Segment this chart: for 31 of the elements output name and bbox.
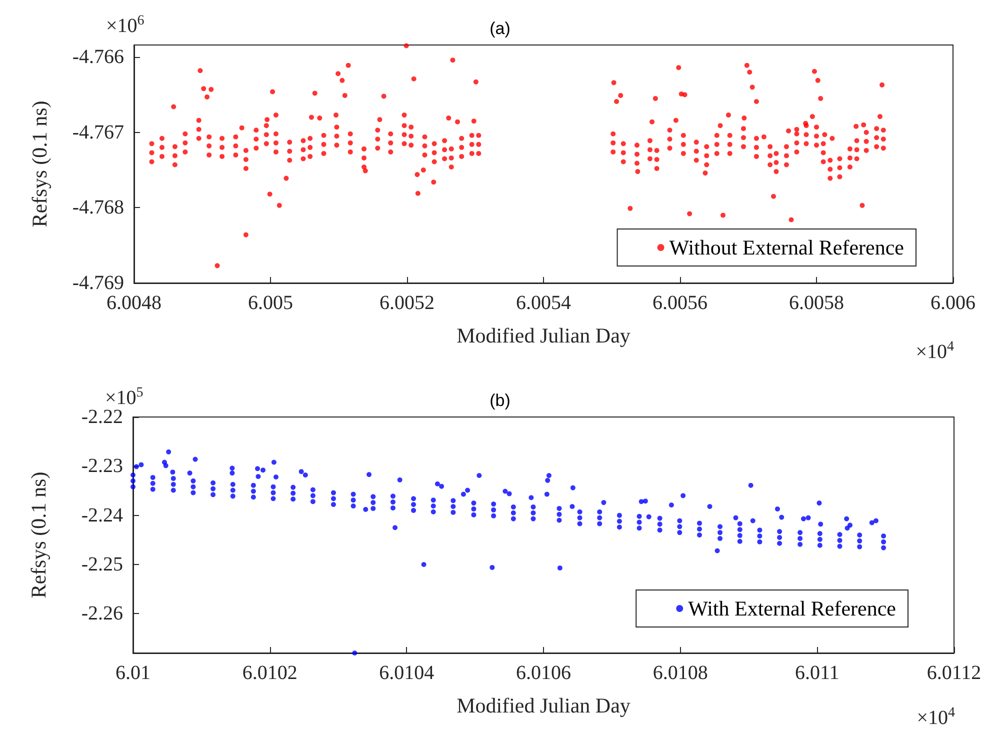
y-tick-label: -2.25 <box>81 554 123 576</box>
y-axis-title: Refsys (0.1 ns) <box>28 100 52 228</box>
y-tick-label: -2.22 <box>81 406 123 428</box>
x-tick-label: 6.0102 <box>242 662 298 684</box>
y-tick-label: -2.26 <box>81 602 123 625</box>
x-tick-label: 6.0056 <box>652 292 708 314</box>
x-tick-label: 6.011 <box>795 662 840 684</box>
chart-title: (b) <box>490 391 510 410</box>
y-tick-label: -2.23 <box>81 455 123 478</box>
x-tick-label: 6.0048 <box>106 292 162 314</box>
x-axis-title: Modified Julian Day <box>456 324 631 348</box>
legend-label: With External Reference <box>688 596 896 620</box>
x-tick-label: 6.0112 <box>926 662 982 684</box>
y-tick-label: -2.24 <box>81 504 123 526</box>
x-tick-label: 6.005 <box>248 292 293 314</box>
legend-label: Without External Reference <box>669 236 904 260</box>
x-tick-label: 6.0058 <box>789 292 844 314</box>
x-tick-label: 6.0052 <box>380 292 434 314</box>
y-tick-label: -4.769 <box>72 272 124 294</box>
x-tick-label: 6.006 <box>930 292 976 314</box>
x-axis-title: Modified Julian Day <box>456 694 631 718</box>
chart-title: (a) <box>490 19 510 38</box>
y-tick-label: -4.767 <box>72 121 124 144</box>
x-tick-label: 6.01 <box>116 662 150 684</box>
y-tick-label: -4.768 <box>72 196 124 219</box>
y-axis-title: Refsys (0.1 ns) <box>26 472 50 598</box>
y-tick-label: -4.766 <box>72 46 124 68</box>
x-tick-label: 6.0104 <box>379 662 434 684</box>
x-tick-label: 6.0054 <box>516 292 571 314</box>
x-tick-label: 6.0106 <box>516 662 571 684</box>
x-tick-label: 6.0108 <box>652 662 708 684</box>
